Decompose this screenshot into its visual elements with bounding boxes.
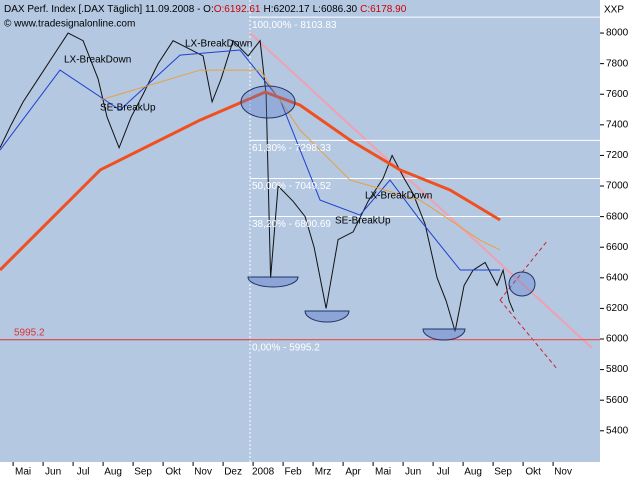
fib-label: 0,00% - 5995.2 [252, 342, 320, 353]
x-tick-label: Nov [554, 467, 572, 478]
support-label: 5995.2 [14, 327, 45, 338]
y-tick-label: 5400 [606, 425, 629, 436]
series-line [100, 69, 501, 251]
y-tick-label: 7200 [606, 150, 629, 161]
ohlc-value: H:6202.17 [263, 4, 310, 15]
axis-label: XXP [604, 5, 624, 16]
trough [247, 276, 299, 288]
x-tick-label: Aug [104, 467, 122, 478]
projection [499, 299, 559, 371]
x-tick-label: Jun [405, 467, 421, 478]
x-tick-label: 2008 [252, 467, 275, 478]
y-tick-label: 7800 [606, 58, 629, 69]
y-tick-label: 7400 [606, 119, 629, 130]
fib-label: 38,20% - 6800.69 [252, 219, 331, 230]
x-tick-label: Apr [345, 467, 361, 478]
y-tick-label: 8000 [606, 28, 629, 39]
x-tick-label: Jul [77, 467, 90, 478]
ohlc-value: C:6178.90 [360, 4, 407, 15]
plot-area [0, 0, 600, 462]
title-text: DAX Perf. Index [.DAX Täglich] 11.09.200… [4, 4, 214, 15]
x-tick-label: Jun [45, 467, 61, 478]
signal-label: SE-BreakUp [335, 216, 391, 227]
ohlc-value: L:6086.30 [313, 4, 358, 15]
x-tick-label: Feb [284, 467, 302, 478]
trough [422, 328, 466, 341]
x-tick-label: Mrz [315, 467, 332, 478]
signal-label: LX-BreakDown [185, 39, 252, 50]
x-tick-label: Nov [194, 467, 212, 478]
marks [0, 16, 600, 341]
y-tick-label: 6000 [606, 334, 629, 345]
y-tick-label: 5800 [606, 364, 629, 375]
trough [304, 310, 350, 323]
chart-title: DAX Perf. Index [.DAX Täglich] 11.09.200… [4, 4, 407, 15]
y-tick-label: 6800 [606, 211, 629, 222]
series-line [0, 49, 501, 271]
signal-label: LX-BreakDown [365, 191, 432, 202]
ohlc-value: O:6192.61 [214, 4, 261, 15]
x-tick-label: Dez [224, 467, 242, 478]
x-tick-label: Sep [134, 467, 152, 478]
signal-label: SE-BreakUp [100, 103, 156, 114]
fib-label: 50,00% - 7049.52 [252, 181, 331, 192]
signal-label: LX-BreakDown [64, 55, 131, 66]
x-tick-label: Okt [525, 467, 541, 478]
subtitle: © www.tradesignalonline.com [4, 19, 135, 30]
x-tick-label: Okt [165, 467, 181, 478]
y-axis-area [600, 0, 640, 462]
y-tick-label: 7000 [606, 181, 629, 192]
x-tick-label: Jul [437, 467, 450, 478]
fib-label: 100,00% - 8103.83 [252, 20, 337, 31]
projection [499, 239, 549, 301]
highlight [508, 271, 536, 297]
x-axis-area [0, 462, 640, 480]
x-tick-label: Aug [464, 467, 482, 478]
y-tick-label: 6200 [606, 303, 629, 314]
series-line [0, 90, 501, 272]
fib-label: 61,80% - 7298.33 [252, 143, 331, 154]
y-tick-label: 6400 [606, 272, 629, 283]
y-tick-label: 7600 [606, 89, 629, 100]
y-tick-label: 6600 [606, 242, 629, 253]
x-tick-label: Sep [494, 467, 512, 478]
highlight [240, 85, 296, 119]
trend-line [249, 32, 593, 349]
x-tick-label: Mai [375, 467, 391, 478]
y-tick-label: 5600 [606, 395, 629, 406]
x-tick-label: Mai [15, 467, 31, 478]
